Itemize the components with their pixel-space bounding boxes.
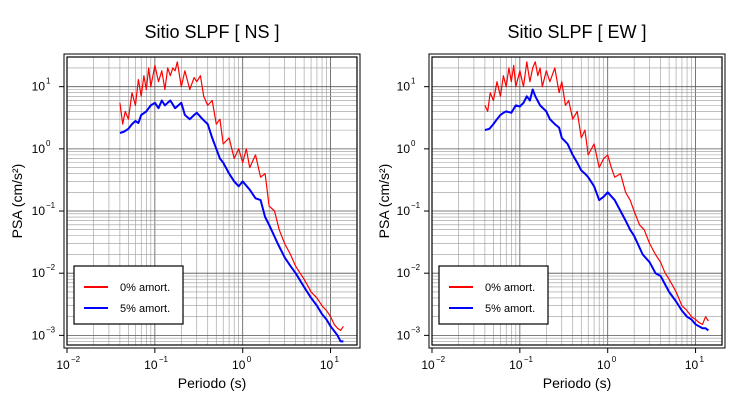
x-tick-label: 10 [320, 358, 334, 372]
legend-label: 5% amort. [120, 303, 170, 315]
y-tick-label-exponent: −3 [46, 325, 56, 334]
series-line-amort-5 [484, 88, 710, 332]
y-tick-label: 10 [397, 266, 411, 280]
y-tick-label: 10 [32, 204, 46, 218]
y-tick-label: 10 [397, 328, 411, 342]
x-tick-label-exponent: −1 [159, 355, 169, 364]
chart-title: Sitio SLPF [ EW ] [507, 22, 646, 42]
y-tick-label-exponent: 1 [46, 77, 51, 86]
x-tick-label: 10 [597, 358, 611, 372]
y-tick-label-exponent: −1 [411, 201, 421, 210]
y-tick-label: 10 [32, 328, 46, 342]
x-tick-label-exponent: 1 [335, 355, 340, 364]
plot-frame-outer [428, 53, 726, 349]
series-line-amort-5 [119, 99, 344, 343]
y-tick-label-exponent: 1 [411, 77, 416, 86]
y-tick-label-exponent: 0 [46, 139, 51, 148]
legend: 0% amort. 5% amort. [438, 265, 549, 325]
y-tick-label: 10 [32, 80, 46, 94]
legend-label: 0% amort. [120, 282, 170, 294]
y-axis-label: PSA (cm/s²) [376, 164, 392, 239]
x-tick-label: 10 [232, 358, 246, 372]
x-tick-label-exponent: −2 [436, 355, 446, 364]
series-line-amort-0 [119, 61, 344, 331]
y-tick-label: 10 [397, 80, 411, 94]
y-tick-label: 10 [397, 142, 411, 156]
x-axis-label: Periodo (s) [178, 375, 246, 391]
y-tick-label-exponent: −3 [411, 325, 421, 334]
y-tick-label-exponent: −2 [46, 263, 56, 272]
y-axis-label: PSA (cm/s²) [9, 164, 25, 239]
legend-box [438, 265, 549, 325]
chart-title: Sitio SLPF [ NS ] [144, 22, 279, 42]
x-tick-label-exponent: 0 [612, 355, 617, 364]
x-axis-label: Periodo (s) [543, 375, 611, 391]
legend-label: 5% amort. [485, 303, 535, 315]
y-tick-label: 10 [32, 266, 46, 280]
y-tick-label-exponent: −2 [411, 263, 421, 272]
y-tick-label: 10 [397, 204, 411, 218]
y-tick-label: 10 [32, 142, 46, 156]
x-tick-label-exponent: −2 [71, 355, 81, 364]
legend: 0% amort. 5% amort. [73, 265, 184, 325]
series-line-amort-0 [484, 61, 709, 325]
x-tick-label: 10 [685, 358, 699, 372]
x-tick-label: 10 [509, 358, 523, 372]
plot-frame [66, 56, 358, 346]
legend-box [73, 265, 184, 325]
legend-label: 0% amort. [485, 282, 535, 294]
y-tick-label-exponent: −1 [46, 201, 56, 210]
x-tick-label: 10 [144, 358, 158, 372]
x-tick-label-exponent: 1 [700, 355, 705, 364]
x-tick-label: 10 [421, 358, 435, 372]
plot-frame-outer [63, 53, 361, 349]
plot-frame [431, 56, 723, 346]
x-tick-label: 10 [56, 358, 70, 372]
x-tick-label-exponent: 0 [247, 355, 252, 364]
y-tick-label-exponent: 0 [411, 139, 416, 148]
x-tick-label-exponent: −1 [524, 355, 534, 364]
